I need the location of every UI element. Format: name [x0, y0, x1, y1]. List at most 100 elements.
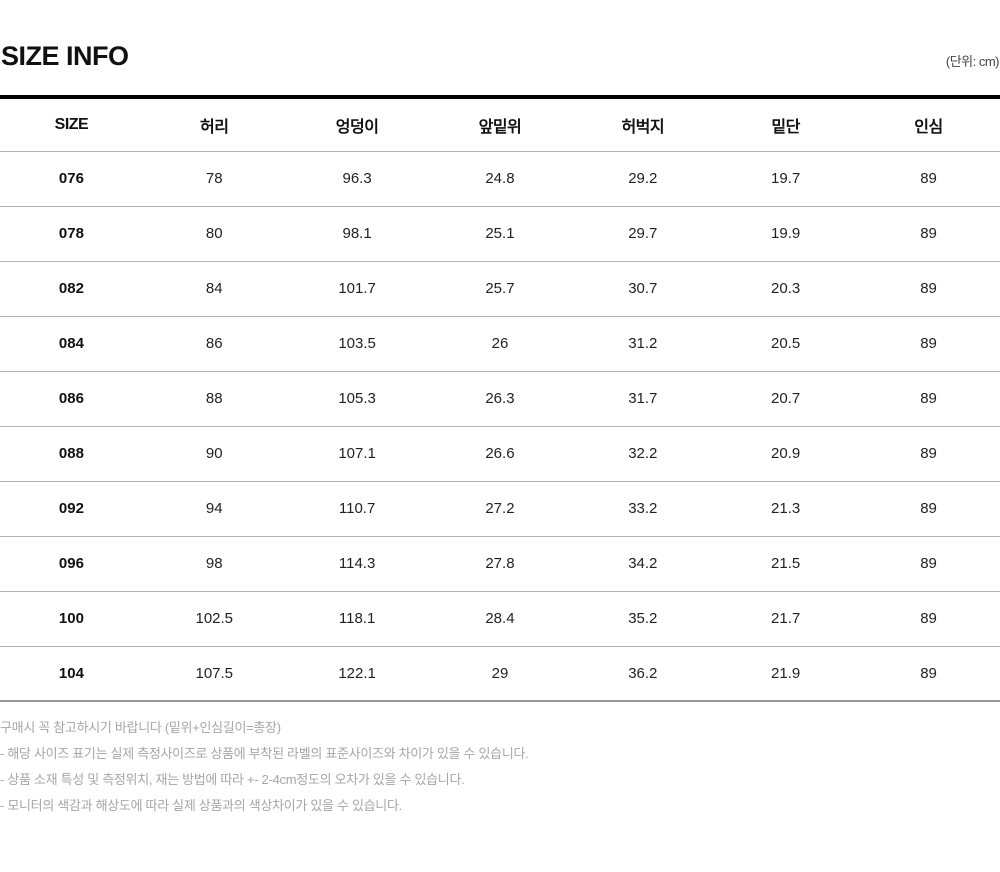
value-cell: 21.9 — [714, 646, 858, 702]
size-cell: 088 — [0, 426, 143, 482]
value-cell: 98 — [142, 536, 286, 592]
value-cell: 25.1 — [428, 206, 572, 262]
table-row: 096 98 114.3 27.8 34.2 21.5 89 — [0, 536, 1000, 592]
note-line: - 해당 사이즈 표기는 실제 측정사이즈로 상품에 부착된 라벨의 표준사이즈… — [0, 746, 529, 761]
value-cell: 89 — [857, 536, 1000, 592]
value-cell: 89 — [857, 646, 1000, 702]
column-header: 허리 — [142, 99, 286, 152]
value-cell: 20.5 — [714, 316, 858, 372]
note-line: 구매시 꼭 참고하시기 바랍니다 (밑위+인심길이=총장) — [0, 720, 281, 735]
value-cell: 89 — [857, 371, 1000, 427]
value-cell: 30.7 — [571, 261, 715, 317]
size-cell: 076 — [0, 151, 143, 207]
column-header: 엉덩이 — [285, 99, 429, 152]
value-cell: 78 — [142, 151, 286, 207]
value-cell: 86 — [142, 316, 286, 372]
table-head: SIZE 허리 엉덩이 앞밑위 허벅지 밑단 인심 — [0, 99, 1000, 152]
unit-label: (단위: cm) — [945, 54, 1000, 70]
table-row: 104 107.5 122.1 29 36.2 21.9 89 — [0, 646, 1000, 702]
size-cell: 096 — [0, 536, 143, 592]
size-cell: 104 — [0, 646, 143, 702]
value-cell: 21.3 — [714, 481, 858, 537]
size-cell: 100 — [0, 591, 143, 647]
column-header: SIZE — [0, 99, 143, 152]
value-cell: 107.5 — [142, 646, 286, 702]
value-cell: 32.2 — [571, 426, 715, 482]
value-cell: 101.7 — [285, 261, 429, 317]
footnotes: 구매시 꼭 참고하시기 바랍니다 (밑위+인심길이=총장) - 해당 사이즈 표기… — [0, 715, 1000, 819]
value-cell: 35.2 — [571, 591, 715, 647]
value-cell: 19.7 — [714, 151, 858, 207]
value-cell: 27.8 — [428, 536, 572, 592]
value-cell: 25.7 — [428, 261, 572, 317]
value-cell: 27.2 — [428, 481, 572, 537]
value-cell: 103.5 — [285, 316, 429, 372]
value-cell: 89 — [857, 481, 1000, 537]
value-cell: 33.2 — [571, 481, 715, 537]
value-cell: 31.2 — [571, 316, 715, 372]
value-cell: 89 — [857, 206, 1000, 262]
page-title: SIZE INFO — [1, 41, 129, 71]
value-cell: 19.9 — [714, 206, 858, 262]
value-cell: 21.5 — [714, 536, 858, 592]
value-cell: 36.2 — [571, 646, 715, 702]
value-cell: 28.4 — [428, 591, 572, 647]
value-cell: 122.1 — [285, 646, 429, 702]
value-cell: 102.5 — [142, 591, 286, 647]
table-row: 088 90 107.1 26.6 32.2 20.9 89 — [0, 426, 1000, 482]
column-header: 앞밑위 — [428, 99, 572, 152]
value-cell: 107.1 — [285, 426, 429, 482]
size-cell: 082 — [0, 261, 143, 317]
value-cell: 89 — [857, 151, 1000, 207]
value-cell: 88 — [142, 371, 286, 427]
table-top-bar — [0, 95, 1000, 99]
value-cell: 29.7 — [571, 206, 715, 262]
value-cell: 89 — [857, 316, 1000, 372]
value-cell: 20.9 — [714, 426, 858, 482]
value-cell: 20.3 — [714, 261, 858, 317]
table-row: 092 94 110.7 27.2 33.2 21.3 89 — [0, 481, 1000, 537]
table-row: 100 102.5 118.1 28.4 35.2 21.7 89 — [0, 591, 1000, 647]
note-line: - 상품 소재 특성 및 측정위치, 재는 방법에 따라 +- 2-4cm정도의… — [0, 772, 465, 787]
table-header-row: SIZE 허리 엉덩이 앞밑위 허벅지 밑단 인심 — [0, 99, 1000, 152]
size-cell: 086 — [0, 371, 143, 427]
value-cell: 89 — [857, 591, 1000, 647]
size-table: SIZE 허리 엉덩이 앞밑위 허벅지 밑단 인심 076 78 96.3 24.8 29.2 19.… — [0, 99, 1000, 702]
value-cell: 98.1 — [285, 206, 429, 262]
size-cell: 092 — [0, 481, 143, 537]
value-cell: 34.2 — [571, 536, 715, 592]
value-cell: 26.3 — [428, 371, 572, 427]
value-cell: 20.7 — [714, 371, 858, 427]
column-header: 허벅지 — [571, 99, 715, 152]
value-cell: 94 — [142, 481, 286, 537]
value-cell: 31.7 — [571, 371, 715, 427]
value-cell: 118.1 — [285, 591, 429, 647]
value-cell: 21.7 — [714, 591, 858, 647]
value-cell: 26.6 — [428, 426, 572, 482]
table-row: 078 80 98.1 25.1 29.7 19.9 89 — [0, 206, 1000, 262]
size-cell: 084 — [0, 316, 143, 372]
value-cell: 80 — [142, 206, 286, 262]
column-header: 인심 — [857, 99, 1000, 152]
value-cell: 84 — [142, 261, 286, 317]
column-header: 밑단 — [714, 99, 858, 152]
table-body: 076 78 96.3 24.8 29.2 19.7 89 078 80 98.1 25.1 29.7… — [0, 151, 1000, 702]
page-header: SIZE INFO (단위: cm) — [0, 36, 1000, 70]
size-cell: 078 — [0, 206, 143, 262]
value-cell: 26 — [428, 316, 572, 372]
value-cell: 110.7 — [285, 481, 429, 537]
value-cell: 24.8 — [428, 151, 572, 207]
table-row: 086 88 105.3 26.3 31.7 20.7 89 — [0, 371, 1000, 427]
value-cell: 105.3 — [285, 371, 429, 427]
value-cell: 29 — [428, 646, 572, 702]
value-cell: 89 — [857, 261, 1000, 317]
size-info-page: SIZE INFO (단위: cm) SIZE 허리 엉덩이 앞밑위 허벅지 밑단 인심 0… — [0, 36, 1000, 872]
value-cell: 96.3 — [285, 151, 429, 207]
table-row: 084 86 103.5 26 31.2 20.5 89 — [0, 316, 1000, 372]
table-row: 076 78 96.3 24.8 29.2 19.7 89 — [0, 151, 1000, 207]
value-cell: 89 — [857, 426, 1000, 482]
value-cell: 90 — [142, 426, 286, 482]
table-row: 082 84 101.7 25.7 30.7 20.3 89 — [0, 261, 1000, 317]
note-line: - 모니터의 색감과 해상도에 따라 실제 상품과의 색상차이가 있을 수 있습… — [0, 798, 402, 813]
value-cell: 29.2 — [571, 151, 715, 207]
